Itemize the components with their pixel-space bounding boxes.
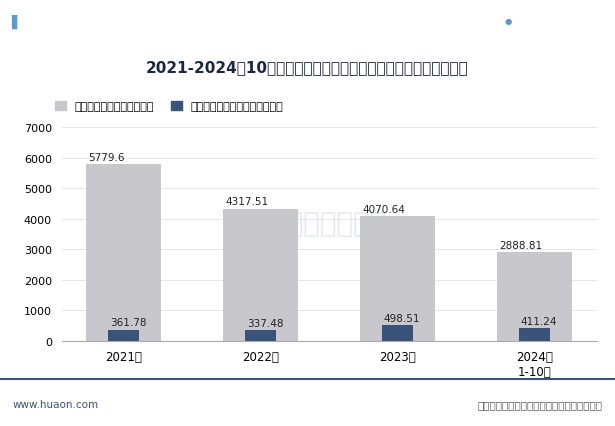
Legend: 商品住宅销售面积（万㎡）, 商品住宅现房销售面积（万㎡）: 商品住宅销售面积（万㎡）, 商品住宅现房销售面积（万㎡） — [55, 102, 284, 112]
Text: 2021-2024年10月河北省房地产商品住宅及商品住宅现房销售面积: 2021-2024年10月河北省房地产商品住宅及商品住宅现房销售面积 — [146, 60, 469, 75]
Text: 华经产业研究院: 华经产业研究院 — [271, 210, 387, 238]
Bar — [223, 210, 298, 341]
Text: 华经情报网: 华经情报网 — [30, 15, 65, 28]
Text: ●: ● — [504, 17, 512, 26]
Text: 4070.64: 4070.64 — [363, 204, 405, 215]
Bar — [360, 217, 435, 341]
Bar — [245, 331, 276, 341]
Text: 337.48: 337.48 — [247, 318, 284, 328]
Text: 专业严谨 · 客观科学: 专业严谨 · 客观科学 — [543, 17, 603, 26]
Bar — [108, 330, 138, 341]
Text: 5779.6: 5779.6 — [89, 153, 125, 162]
Text: ▌: ▌ — [11, 14, 22, 29]
Text: 498.51: 498.51 — [384, 313, 420, 323]
Text: 数据来源：国家统计局；华经产业研究院整理: 数据来源：国家统计局；华经产业研究院整理 — [478, 399, 603, 409]
Text: 4317.51: 4317.51 — [226, 197, 269, 207]
Text: 361.78: 361.78 — [110, 317, 146, 327]
Text: 2888.81: 2888.81 — [499, 241, 542, 250]
Text: www.huaon.com: www.huaon.com — [12, 399, 98, 409]
Bar — [520, 328, 550, 341]
Text: 411.24: 411.24 — [521, 316, 557, 326]
Bar — [383, 325, 413, 341]
Bar — [86, 165, 161, 341]
Bar — [497, 253, 572, 341]
